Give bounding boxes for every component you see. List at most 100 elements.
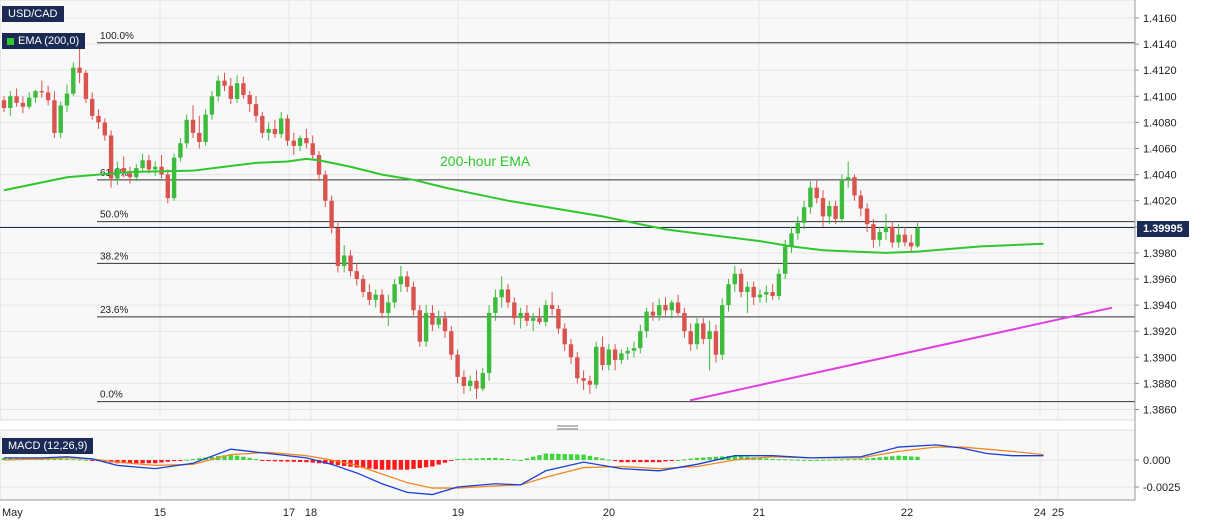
macd-histogram-bar [386, 460, 391, 470]
support-trendline [689, 306, 1113, 402]
macd-histogram-bar [764, 458, 769, 460]
macd-histogram-bar [877, 457, 882, 460]
candle-body [285, 118, 290, 141]
candle-body [852, 177, 857, 196]
macd-histogram-bar [883, 456, 889, 460]
candle-body [682, 312, 687, 332]
macd-histogram-bar [323, 460, 328, 464]
candle-body [726, 284, 731, 306]
candle-body [871, 224, 876, 240]
macd-histogram-bar [650, 460, 656, 463]
macd-signal-line [3, 446, 1044, 489]
ema-annotation-label: 200-hour EMA [440, 153, 531, 169]
candle-body [657, 305, 662, 316]
candle-body [524, 312, 530, 321]
candle-body [379, 294, 385, 313]
candle-body [644, 311, 649, 332]
macd-histogram-bar [228, 454, 233, 460]
candle-body [877, 232, 882, 240]
candle-body [745, 286, 750, 293]
macd-histogram-bar [8, 458, 13, 460]
candle-body [146, 160, 152, 170]
x-tick-label: 20 [603, 507, 615, 519]
macd-histogram-bar [58, 458, 63, 460]
macd-histogram-bar [209, 456, 215, 460]
candle-body [102, 122, 107, 136]
candles-group [1, 44, 920, 400]
candle-body [543, 305, 548, 323]
macd-histogram-bar [726, 456, 731, 460]
macd-histogram-bar [587, 455, 593, 460]
candle-body [694, 323, 700, 345]
fibonacci-label: 50.0% [100, 210, 128, 221]
macd-histogram-bar [71, 459, 76, 461]
candle-body [291, 140, 296, 146]
macd-histogram-bar [297, 460, 303, 462]
candle-body [354, 271, 359, 279]
candle-body [121, 168, 126, 174]
macd-histogram-bar [310, 460, 315, 463]
macd-histogram-bar [915, 456, 920, 460]
x-tick-label: 19 [452, 507, 464, 519]
macd-histogram-bar [272, 460, 278, 462]
macd-histogram-bar [423, 460, 429, 468]
y-tick-label: 1.4060 [1143, 144, 1177, 156]
macd-y-tick-label: 0.000 [1143, 455, 1171, 467]
macd-histogram-bar [335, 460, 341, 466]
y-tick-label: 1.4080 [1143, 117, 1177, 129]
candle-body [360, 279, 366, 293]
y-tick-label: 1.3860 [1143, 405, 1177, 417]
candle-body [688, 331, 693, 345]
candle-body [757, 294, 763, 298]
candle-body [442, 318, 448, 332]
y-tick-label: 1.4140 [1143, 39, 1177, 51]
x-tick-label: 18 [305, 507, 317, 519]
macd-histogram-bar [436, 460, 441, 465]
macd-y-tick-label: -0.0025 [1143, 482, 1180, 494]
candle-body [909, 242, 914, 247]
candle-body [915, 228, 920, 247]
candle-body [486, 312, 492, 373]
macd-histogram-bar [675, 460, 681, 461]
y-tick-label: 1.3960 [1143, 274, 1177, 286]
candle-body [216, 80, 221, 97]
y-tick-label: 1.3940 [1143, 300, 1177, 312]
y-tick-label: 1.4040 [1143, 170, 1177, 182]
candle-body [178, 143, 183, 158]
candle-body [625, 350, 630, 354]
macd-histogram-bar [902, 456, 908, 460]
candle-body [247, 94, 252, 105]
macd-histogram-bar [852, 459, 857, 461]
candle-body [77, 67, 82, 73]
macd-histogram-bar [64, 458, 70, 460]
macd-histogram-bar [52, 458, 57, 460]
candle-body [45, 92, 51, 101]
candle-body [638, 331, 643, 349]
candle-body [405, 276, 410, 287]
macd-histogram-bar [474, 458, 479, 460]
macd-indicator-label: MACD (12,26,9) [2, 438, 94, 454]
macd-histogram-bar [153, 460, 158, 464]
macd-histogram-bar [839, 459, 845, 461]
y-tick-label: 1.3880 [1143, 378, 1177, 390]
candle-body [417, 310, 422, 342]
macd-histogram-bar [707, 457, 712, 460]
macd-histogram-bar [801, 459, 807, 461]
macd-histogram-bar [253, 458, 259, 460]
candle-body [587, 380, 593, 385]
candle-body [392, 284, 397, 303]
candle-body [549, 305, 555, 310]
candle-body [335, 228, 341, 266]
candle-body [751, 286, 756, 298]
candle-body [713, 331, 719, 355]
candle-body [581, 378, 586, 381]
macd-histogram-bar [379, 460, 385, 470]
macd-histogram-bar [234, 455, 240, 460]
macd-histogram-bar [638, 460, 643, 463]
macd-histogram-bar [701, 457, 706, 460]
candle-body [701, 323, 706, 340]
candle-body [663, 305, 668, 311]
candle-body [594, 346, 599, 385]
macd-histogram-bar [455, 458, 460, 460]
